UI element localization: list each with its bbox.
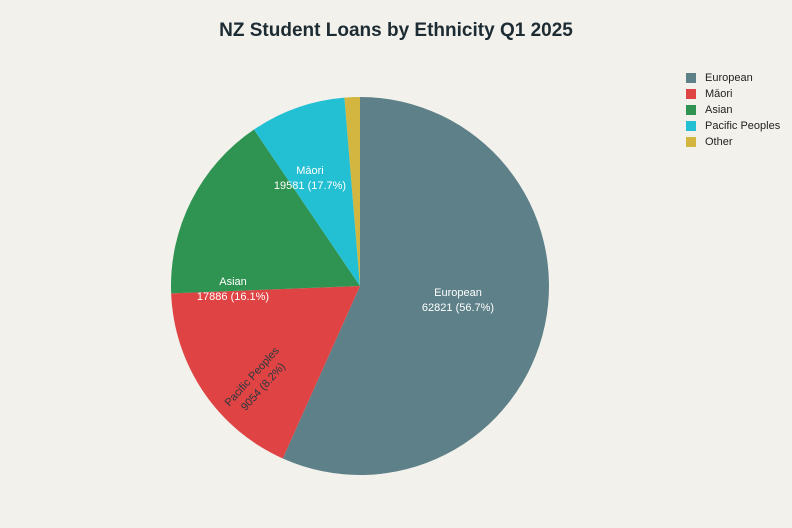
slice-name-label: Māori: [296, 165, 324, 177]
pie-slice-pacific-peoples: [253, 97, 360, 286]
slice-name-label: European: [434, 287, 482, 299]
legend-item[interactable]: Māori: [686, 86, 780, 102]
legend-label: European: [705, 72, 753, 84]
legend-item[interactable]: European: [686, 70, 780, 86]
legend-item[interactable]: Pacific Peoples: [686, 118, 780, 134]
legend-swatch: [686, 89, 696, 99]
legend-item[interactable]: Other: [686, 134, 780, 150]
pie-slice-other: [344, 97, 360, 286]
pie-slice-european: [282, 97, 549, 475]
pie-slice-asian: [171, 129, 360, 294]
slice-value-label: 62821 (56.7%): [422, 302, 494, 314]
legend-label: Other: [705, 136, 733, 148]
legend-label: Māori: [705, 88, 733, 100]
legend-item[interactable]: Asian: [686, 102, 780, 118]
chart-title: NZ Student Loans by Ethnicity Q1 2025: [219, 20, 573, 41]
legend: European Māori Asian Pacific Peoples Other: [686, 70, 780, 150]
slice-label-group: Māori 19581 (17.7%): [274, 165, 346, 192]
slice-value-label: 17886 (16.1%): [197, 291, 269, 303]
slice-label-group: Asian 17886 (16.1%): [197, 276, 269, 303]
pie-slice-m-ori: [171, 286, 360, 459]
slice-label-group: European 62821 (56.7%): [422, 287, 494, 314]
legend-swatch: [686, 137, 696, 147]
slice-value-label: 19581 (17.7%): [274, 180, 346, 192]
legend-label: Pacific Peoples: [705, 120, 781, 132]
slice-name-label: Asian: [219, 276, 247, 288]
legend-swatch: [686, 121, 696, 131]
legend-label: Asian: [705, 104, 733, 116]
legend-swatch: [686, 105, 696, 115]
legend-swatch: [686, 73, 696, 83]
